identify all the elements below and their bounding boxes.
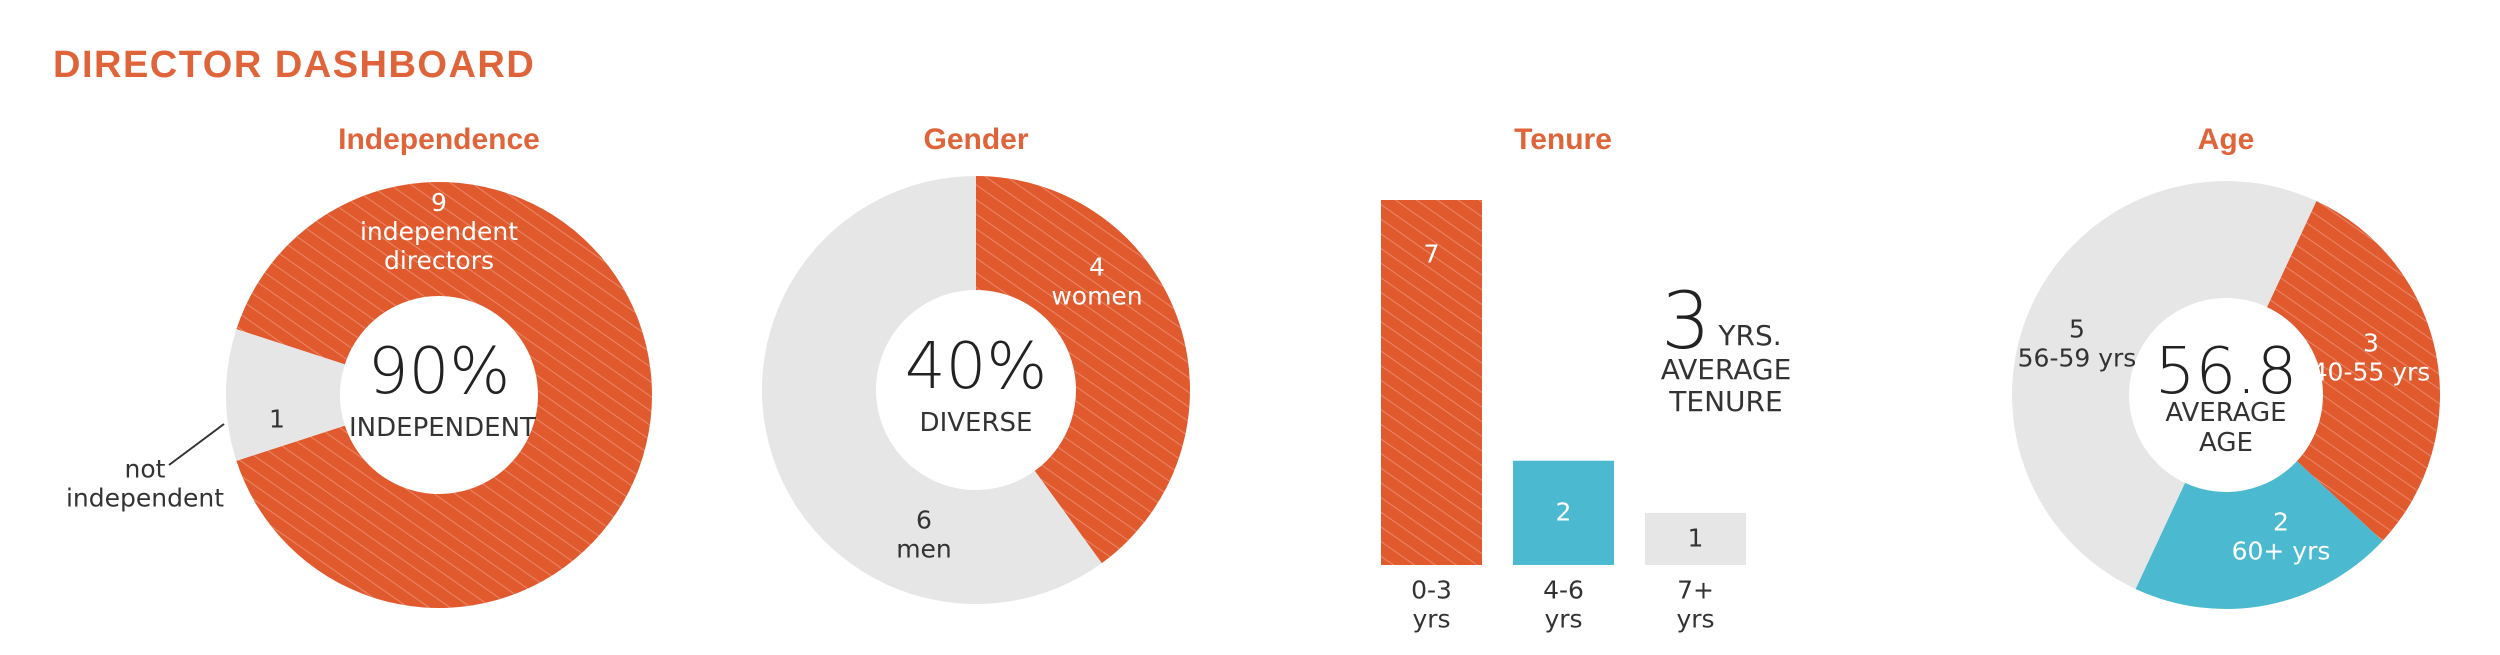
- annotation-label: AVERAGE TENURE: [1660, 352, 1792, 418]
- value-label: 2: [2273, 507, 2289, 537]
- segment-hatch: [976, 176, 1190, 564]
- dashboard-title: DIRECTOR DASHBOARD: [53, 44, 536, 86]
- value-label: 2: [1555, 497, 1572, 527]
- category-label: 40-55 yrs: [2311, 357, 2431, 386]
- category-label: men: [896, 534, 952, 563]
- category-label: independent directors: [359, 216, 519, 275]
- value-label: 6: [916, 505, 932, 535]
- center-value: 40%: [904, 330, 1048, 405]
- center-label: INDEPENDENT: [349, 413, 536, 444]
- donut-segment: [225, 329, 345, 461]
- center-value: 56.8: [2154, 335, 2298, 410]
- bar-hatch: [1381, 200, 1482, 565]
- segment-label: 2 60+ yrs: [2211, 507, 2351, 566]
- annotation-value: 3: [1661, 277, 1711, 368]
- center-label: AVERAGE AGE: [2165, 398, 2287, 458]
- bar: [1645, 512, 1746, 565]
- value-label: 5: [2069, 314, 2085, 344]
- segment-label: 6 men: [864, 505, 984, 564]
- leader-line: [168, 423, 225, 466]
- category-label: 56-59 yrs: [2017, 343, 2137, 372]
- annotation-unit: YRS.: [1718, 318, 1782, 352]
- center-label: DIVERSE: [919, 408, 1033, 439]
- value-label: 1: [269, 404, 285, 434]
- segment-hatch: [236, 182, 652, 608]
- value-label: 1: [1687, 523, 1704, 553]
- center-value: 90%: [367, 335, 511, 410]
- category-label: not independent: [65, 454, 225, 512]
- bar: [1513, 460, 1614, 565]
- value-label: 3: [2363, 328, 2379, 358]
- segment-label: 1: [247, 404, 307, 435]
- segment-label: 3 40-55 yrs: [2311, 328, 2431, 387]
- segment-label: 4 women: [1022, 252, 1172, 311]
- category-label: women: [1051, 281, 1143, 310]
- value-label: 9: [431, 187, 447, 217]
- value-label: 4: [1089, 252, 1105, 282]
- x-tick-label: 4-6 yrs: [1543, 575, 1584, 633]
- value-label: 7: [1423, 239, 1440, 269]
- chart-title: Gender: [923, 122, 1029, 156]
- donut-segment: [2011, 180, 2317, 589]
- x-tick-label: 7+ yrs: [1676, 575, 1715, 633]
- donut-segment: [761, 176, 1102, 604]
- donut-segment: [2135, 461, 2383, 610]
- chart-title: Tenure: [1514, 122, 1612, 156]
- chart-title: Independence: [338, 122, 540, 156]
- chart-title: Age: [2197, 122, 2255, 156]
- x-tick-label: 0-3 yrs: [1411, 575, 1452, 633]
- category-label: 60+ yrs: [2231, 536, 2331, 565]
- segment-label: 9 independent directors: [339, 187, 539, 275]
- segment-hatch: [2266, 201, 2440, 541]
- segment-label: 5 56-59 yrs: [2017, 314, 2137, 373]
